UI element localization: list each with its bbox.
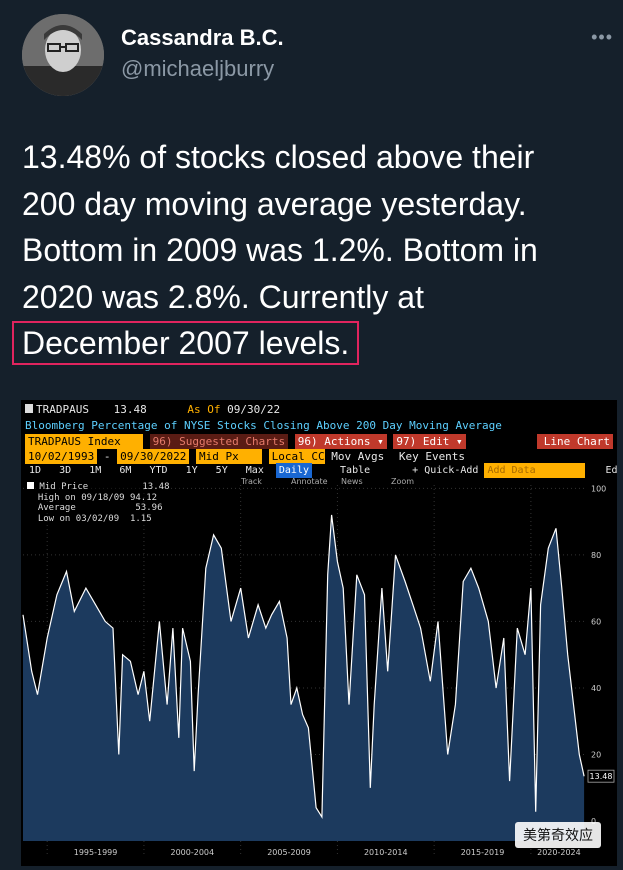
- date-from-field[interactable]: 10/02/1993: [25, 449, 98, 464]
- x-tick-label: 2005-2009: [267, 848, 311, 857]
- period-1d[interactable]: 1D: [29, 465, 42, 476]
- tweet-line: 2020 was 2.8%. Currently at: [22, 278, 424, 315]
- display-name[interactable]: Cassandra B.C.: [121, 25, 284, 50]
- legend-low-label: Low on 03/02/09: [37, 513, 120, 524]
- more-icon[interactable]: •••: [591, 27, 613, 47]
- chart-legend: Mid Price 13.48 High on 09/18/09 94.12 A…: [27, 482, 170, 524]
- legend-low-value: 1.15: [129, 513, 152, 524]
- ticker-row: TRADPAUS 13.48 As Of 09/30/22: [25, 402, 280, 417]
- legend-avg-label: Average: [37, 503, 76, 513]
- menu-icon: [25, 404, 33, 413]
- tool-annotate[interactable]: Annotate: [291, 477, 328, 486]
- add-data-input[interactable]: Add Data: [484, 463, 586, 478]
- tweet-line: 200 day moving average yesterday.: [22, 185, 527, 222]
- highlighted-text: December 2007 levels.: [12, 321, 360, 365]
- edit-chart-button[interactable]: Edit Chart: [605, 465, 617, 476]
- suggested-charts-button[interactable]: 96) Suggested Charts: [149, 434, 289, 449]
- edit-button[interactable]: 97) Edit ▾: [393, 434, 466, 449]
- y-tick-label: 40: [591, 684, 601, 693]
- date-row: 10/02/1993 - 09/30/2022 Mid Px Local CCY…: [25, 449, 465, 464]
- y-tick-label: 60: [591, 617, 601, 626]
- date-to-field[interactable]: 09/30/2022: [117, 449, 190, 464]
- period-6m[interactable]: 6M: [119, 465, 132, 476]
- chart-description: Bloomberg Percentage of NYSE Stocks Clos…: [25, 419, 502, 432]
- last-value-label: 13.48: [590, 772, 613, 781]
- currency-select[interactable]: Local CCY: [268, 449, 331, 464]
- ticker-label: TRADPAUS: [36, 403, 89, 416]
- tool-track[interactable]: Track: [240, 477, 262, 486]
- x-tick-label: 2010-2014: [364, 848, 408, 857]
- period-1m[interactable]: 1M: [89, 465, 102, 476]
- y-tick-label: 20: [591, 750, 601, 759]
- avatar[interactable]: [22, 14, 104, 96]
- series-line: [22, 514, 585, 820]
- series-area: [23, 514, 585, 841]
- legend-series-value: 13.48: [142, 482, 170, 492]
- chart-plot[interactable]: 100 80 60 40 20 0 1995-1999 2000-2004 2005-2009 2…: [21, 475, 617, 866]
- line-chart-label[interactable]: Line Chart: [537, 434, 613, 449]
- security-field[interactable]: TRADPAUS Index: [25, 434, 143, 449]
- legend-series-name: Mid Price: [39, 482, 89, 492]
- x-tick-label: 2000-2004: [170, 848, 214, 857]
- period-5y[interactable]: 5Y: [215, 465, 228, 476]
- key-events-toggle[interactable]: Key Events: [398, 450, 466, 463]
- x-tick-label: 1995-1999: [74, 848, 118, 857]
- security-row: TRADPAUS Index 96) Suggested Charts 96) …: [25, 434, 613, 449]
- period-1y[interactable]: 1Y: [185, 465, 198, 476]
- period-max[interactable]: Max: [245, 465, 264, 476]
- y-tick-label: 0: [591, 817, 596, 826]
- as-of-date: 09/30/22: [227, 403, 281, 416]
- frequency-select[interactable]: Daily: [275, 463, 312, 478]
- x-tick-label: 2020-2024: [537, 848, 581, 857]
- avatar-image: [22, 14, 104, 96]
- y-tick-label: 80: [591, 551, 601, 560]
- period-ytd[interactable]: YTD: [149, 465, 168, 476]
- x-tick-label: 2015-2019: [461, 848, 505, 857]
- last-value-tag: [587, 769, 615, 783]
- period-3d[interactable]: 3D: [59, 465, 72, 476]
- field-select[interactable]: Mid Px: [195, 449, 262, 464]
- y-tick-label: 100: [591, 484, 606, 493]
- tweet-line: 13.48% of stocks closed above their: [22, 139, 535, 175]
- toolbar-row: 1D 3D 1M 6M YTD 1Y 5Y Max Daily Table + …: [29, 463, 617, 478]
- quick-add-button[interactable]: + Quick-Add: [412, 465, 479, 476]
- tweet-line: Bottom in 2009 was 1.2%. Bottom in: [22, 232, 538, 268]
- as-of-label: As Of: [187, 403, 221, 416]
- tool-zoom[interactable]: Zoom: [391, 477, 414, 486]
- user-handle[interactable]: @michaeljburry: [121, 56, 275, 81]
- ticker-value: 13.48: [113, 403, 147, 416]
- legend-high-value: 94.12: [129, 492, 158, 503]
- table-button[interactable]: Table: [340, 465, 371, 476]
- actions-button[interactable]: 96) Actions ▾: [294, 434, 387, 449]
- legend-avg-value: 53.96: [135, 503, 163, 513]
- legend-high-label: High on 09/18/09: [37, 492, 125, 503]
- mov-avgs-toggle[interactable]: Mov Avgs: [331, 450, 385, 463]
- watermark: 美第奇效应: [515, 822, 601, 848]
- tweet-text: 13.48% of stocks closed above their 200 …: [12, 134, 612, 367]
- tool-news[interactable]: News: [341, 477, 363, 486]
- bloomberg-chart-image: TRADPAUS 13.48 As Of 09/30/22 Bloomberg …: [21, 400, 617, 866]
